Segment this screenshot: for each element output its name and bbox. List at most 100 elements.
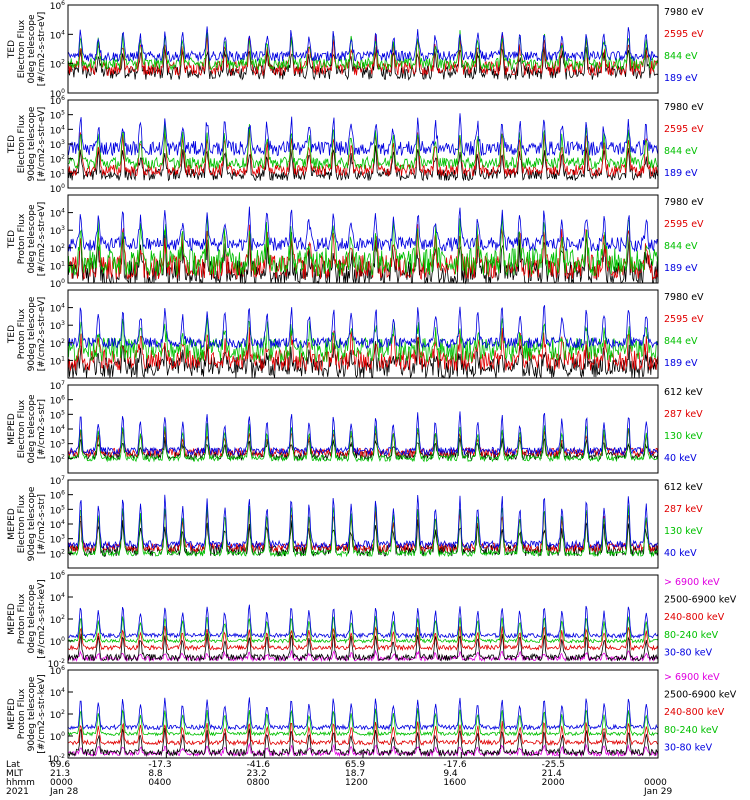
legend-entry: 130 keV <box>664 526 703 537</box>
y-tick-label: 103 <box>50 225 65 237</box>
x-tick-label-lat: -17.3 <box>148 760 171 770</box>
y-tick-label: 102 <box>50 59 65 71</box>
x-tick-label-lat: -41.6 <box>247 760 271 770</box>
panel-frame <box>67 194 659 284</box>
y-axis-label-line: 90deg telescope <box>27 676 37 751</box>
x-tick-label-mlt: 8.8 <box>148 769 163 779</box>
panel-3: 100 101 102 103 104 TED Proton Flux 0deg telesc… <box>7 194 704 290</box>
y-tick-label: 107 <box>50 380 65 392</box>
y-tick-label: 101 <box>50 260 65 272</box>
y-axis-label-line: MEPED <box>7 413 17 445</box>
y-tick-label: 106 <box>50 0 65 12</box>
series-line-2-2 <box>68 129 659 177</box>
y-axis-label-line: 0deg telescope <box>27 584 37 654</box>
x-tick-label-lat: -25.5 <box>542 760 565 770</box>
series-line-4-1 <box>68 339 659 380</box>
panel-5: 102 103 104 105 106 107 MEPED Electron Flux 0deg… <box>7 380 703 474</box>
legend-entry: 844 eV <box>664 51 698 62</box>
legend-entry: 612 keV <box>664 387 703 398</box>
legend-entry: 7980 eV <box>664 197 704 208</box>
y-axis-label-line: [#/cm2-s-str-eV] <box>37 107 47 182</box>
y-tick-label: 104 <box>50 208 65 220</box>
legend-entry: 80-240 keV <box>664 725 719 736</box>
y-tick-label: 103 <box>50 534 65 546</box>
y-tick-label: 102 <box>50 709 65 721</box>
series-line-7-4 <box>68 615 659 644</box>
panel-frame <box>67 574 659 664</box>
y-axis-label-line: TED <box>7 135 17 154</box>
x-row-label: 2021 <box>6 787 29 797</box>
legend-entry: 189 eV <box>664 168 698 179</box>
y-axis-label-line: Proton Flux <box>17 308 27 359</box>
series-line-6-1 <box>68 519 659 557</box>
y-axis-label-line: 0deg telescope <box>27 204 37 274</box>
y-axis-label-line: 0deg telescope <box>27 14 37 84</box>
legend-entry: 240-800 keV <box>664 612 725 623</box>
y-tick-label: 106 <box>50 665 65 677</box>
y-tick-label: 103 <box>50 139 65 151</box>
series-line-6-3 <box>68 505 659 558</box>
panel-8: 10-2 100 102 104 106 MEPED Proton Flux 90deg te… <box>7 665 737 765</box>
legend-entry: > 6900 keV <box>664 577 720 588</box>
series-line-1-3 <box>68 30 659 71</box>
y-tick-label: 100 <box>50 88 65 100</box>
series-line-4-4 <box>68 305 659 350</box>
y-tick-label: 102 <box>50 338 65 350</box>
y-axis-label-line: Proton Flux <box>17 213 27 264</box>
y-axis-label-line: Proton Flux <box>17 688 27 739</box>
x-tick-label-hhmm: 0000 <box>50 778 73 788</box>
legend-entry: 7980 eV <box>664 292 704 303</box>
x-row-label: Lat <box>6 760 21 770</box>
y-axis-label-line: Electron Flux <box>17 399 27 458</box>
legend-entry: 2595 eV <box>664 219 704 230</box>
x-tick-label-hhmm: 0400 <box>148 778 171 788</box>
y-tick-label: 104 <box>50 424 65 436</box>
legend-entry: 844 eV <box>664 336 698 347</box>
x-tick-label-mlt: 21.4 <box>542 769 562 779</box>
y-tick-label: 101 <box>50 355 65 367</box>
series-line-2-3 <box>68 123 659 171</box>
y-tick-label: 10-2 <box>48 658 66 670</box>
y-tick-label: 106 <box>50 570 65 582</box>
x-tick-label-hhmm: 2000 <box>542 778 565 788</box>
x-tick-label-hhmm: 1200 <box>345 778 368 788</box>
y-tick-label: 105 <box>50 110 65 122</box>
y-tick-label: 10-2 <box>48 753 66 765</box>
series-line-5-4 <box>68 411 659 456</box>
y-tick-label: 103 <box>50 320 65 332</box>
legend-entry: 240-800 keV <box>664 707 725 718</box>
x-tick-label-date: Jan 28 <box>49 787 78 797</box>
y-tick-label: 104 <box>50 519 65 531</box>
legend-entry: 7980 eV <box>664 102 704 113</box>
y-axis-label-line: MEPED <box>7 698 17 730</box>
y-tick-label: 102 <box>50 548 65 560</box>
y-tick-label: 102 <box>50 453 65 465</box>
x-tick-label-lat: 65.9 <box>345 760 365 770</box>
y-axis-label-line: 0deg telescope <box>27 394 37 464</box>
x-tick-label-lat: 69.6 <box>50 760 70 770</box>
legend-entry: 2595 eV <box>664 314 704 325</box>
y-tick-label: 104 <box>50 687 65 699</box>
series-line-8-2 <box>68 727 659 758</box>
x-tick-label-hhmm: 0000 <box>644 778 667 788</box>
series-line-8-4 <box>68 708 659 737</box>
y-axis-label-line: [#/cm2-s-str-eV] <box>37 202 47 277</box>
x-tick-label-mlt: 18.7 <box>345 769 365 779</box>
x-tick-label-hhmm: 0800 <box>247 778 270 788</box>
panel-4: 101 102 103 104 TED Proton Flux 90deg telescop… <box>7 289 704 380</box>
panel-7: 10-2 100 102 104 106 MEPED Proton Flux 0deg tel… <box>7 570 737 670</box>
y-axis-label-line: [#/cm2-s-str] <box>37 399 47 459</box>
legend-entry: 40 keV <box>664 453 697 464</box>
y-tick-label: 106 <box>50 395 65 407</box>
x-tick-label-date: Jan 29 <box>643 787 672 797</box>
y-tick-label: 102 <box>50 614 65 626</box>
series-line-1-1 <box>68 44 659 82</box>
legend-entry: 40 keV <box>664 548 697 559</box>
y-tick-label: 105 <box>50 504 65 516</box>
series-line-6-4 <box>68 494 658 550</box>
y-axis-label-line: [#/cm2-s-str] <box>37 494 47 554</box>
y-tick-label: 106 <box>50 490 65 502</box>
series-line-3-4 <box>68 206 659 253</box>
legend-entry: 30-80 keV <box>664 647 713 658</box>
